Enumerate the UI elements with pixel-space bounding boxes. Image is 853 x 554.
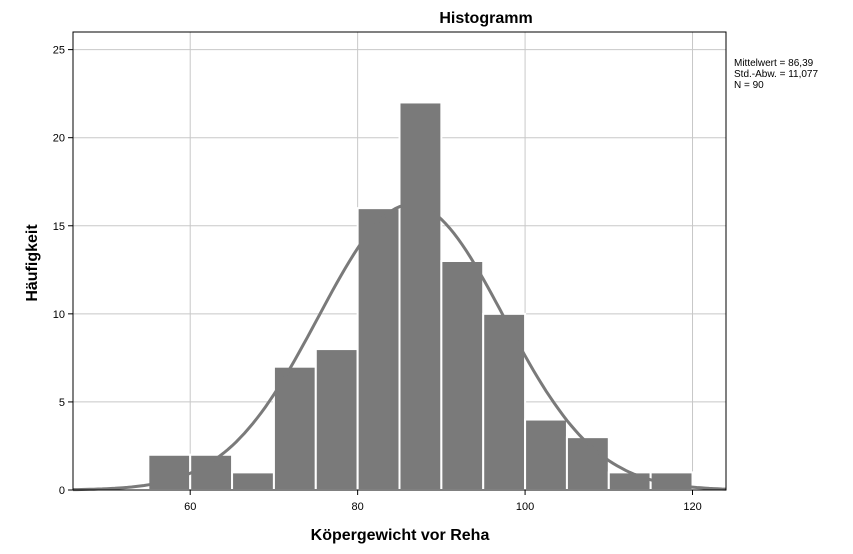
histogram-bar-2 xyxy=(189,453,234,491)
y-tick-label-0: 0 xyxy=(59,485,65,497)
x-tick-label-100: 100 xyxy=(516,501,534,513)
histogram-bar-5 xyxy=(314,348,359,492)
chart-title: Histogramm xyxy=(439,10,532,27)
x-tick-label-60: 60 xyxy=(184,501,196,513)
stats-label-3: N = 90 xyxy=(734,80,764,91)
histogram-bars xyxy=(147,101,694,492)
histogram-bar-9 xyxy=(482,312,527,491)
histogram-bar-10 xyxy=(524,418,568,491)
histogram-bar-12 xyxy=(607,471,652,491)
histogram-bar-7 xyxy=(398,101,443,491)
histogram-bar-3 xyxy=(231,471,275,491)
plot-frame xyxy=(72,31,727,491)
stats-label-2: Std.-Abw. = 11,077 xyxy=(734,69,818,80)
y-axis-title: Häufigkeit xyxy=(24,224,41,302)
stats-label-1: Mittelwert = 86,39 xyxy=(734,58,814,69)
y-tick-label-20: 20 xyxy=(53,133,65,145)
x-tick-label-80: 80 xyxy=(352,501,364,513)
x-axis-title: Köpergewicht vor Reha xyxy=(311,527,490,544)
y-tick-label-10: 10 xyxy=(53,309,65,321)
x-tick-label-120: 120 xyxy=(683,501,701,513)
histogram-bar-8 xyxy=(440,260,485,491)
y-tick-label-25: 25 xyxy=(53,45,65,57)
histogram-bar-6 xyxy=(356,207,401,491)
histogram-bar-4 xyxy=(272,365,317,492)
y-tick-label-15: 15 xyxy=(53,221,65,233)
y-tick-label-5: 5 xyxy=(59,397,65,409)
axis-ticks: 0 5 10 15 20 25 60 80 100 120 xyxy=(53,45,702,513)
normal-curve xyxy=(73,202,727,492)
